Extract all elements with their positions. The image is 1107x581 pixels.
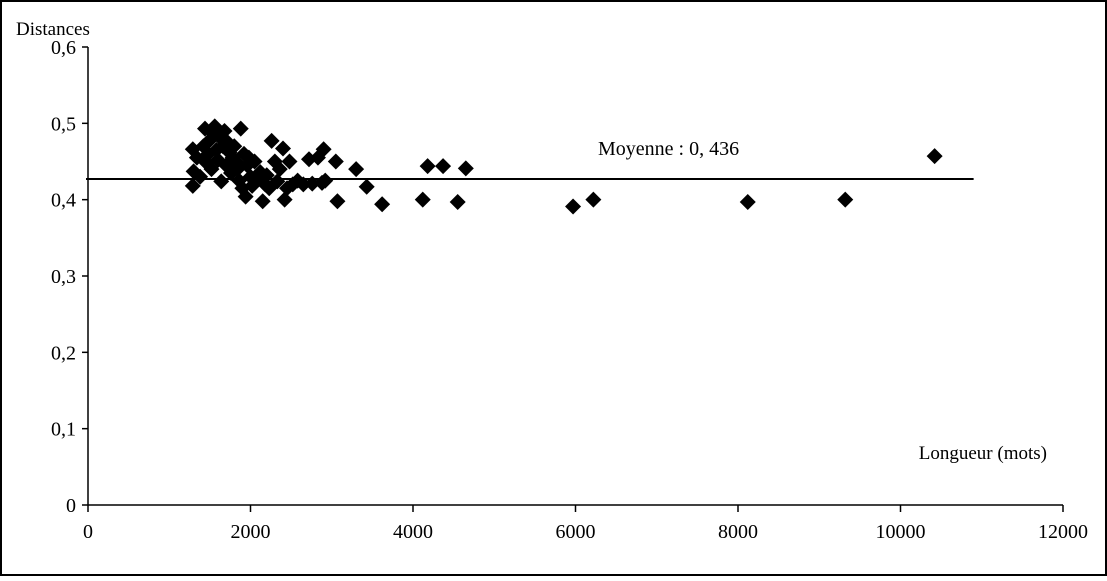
data-point-53 [295, 176, 312, 193]
points-layer [184, 118, 943, 215]
x-tick-label: 2000 [231, 521, 271, 543]
data-point-65 [414, 191, 431, 208]
y-tick-label: 0,5 [51, 113, 76, 135]
y-tick-label: 0,6 [51, 37, 76, 59]
data-point-64 [374, 196, 391, 213]
data-point-61 [329, 193, 346, 210]
data-point-63 [358, 178, 375, 195]
data-point-46 [271, 161, 288, 178]
data-point-28 [232, 120, 249, 137]
x-axis-title: Longueur (mots) [919, 443, 1047, 464]
data-point-36 [246, 153, 263, 170]
data-point-2 [184, 177, 201, 194]
data-point-24 [226, 138, 243, 155]
data-point-62 [348, 161, 365, 178]
x-tick-label: 4000 [393, 521, 433, 543]
data-point-59 [317, 172, 334, 189]
data-point-50 [281, 153, 298, 170]
data-point-47 [275, 140, 291, 157]
data-point-74 [926, 148, 943, 165]
data-point-60 [327, 153, 344, 170]
data-point-43 [263, 132, 280, 149]
x-tick-label: 6000 [556, 521, 596, 543]
x-tick-label: 8000 [718, 521, 758, 543]
data-point-71 [585, 191, 602, 208]
data-point-72 [739, 193, 756, 210]
data-point-39 [254, 193, 271, 210]
mean-line-label: Moyenne : 0, 436 [598, 138, 739, 160]
data-point-4 [192, 168, 209, 185]
y-tick-label: 0,2 [51, 342, 76, 364]
y-axis-title: Distances [16, 19, 90, 40]
data-point-69 [457, 160, 474, 177]
axes-layer: 0 0,1 0,2 0,3 0,4 0,5 0,6 0 2000 4000 6000 8000 1000… [51, 37, 1088, 543]
x-tick-label: 10000 [876, 521, 926, 543]
y-tick-label: 0 [66, 495, 76, 517]
data-point-18 [216, 122, 233, 139]
x-tick-label: 12000 [1038, 521, 1088, 543]
data-point-31 [237, 188, 254, 205]
data-point-70 [565, 198, 582, 215]
data-point-48 [276, 191, 293, 208]
data-point-12 [206, 118, 223, 135]
data-point-16 [213, 173, 230, 190]
data-point-67 [435, 158, 452, 175]
y-tick-label: 0,4 [51, 190, 76, 212]
data-point-66 [419, 158, 436, 175]
data-point-45 [269, 173, 286, 190]
data-point-58 [315, 141, 332, 158]
y-tick-label: 0,3 [51, 266, 76, 288]
y-tick-label: 0,1 [51, 419, 76, 441]
data-point-68 [449, 193, 466, 210]
mean-layer: Moyenne : 0, 436 [86, 138, 974, 181]
data-point-73 [837, 191, 854, 208]
x-tick-label: 0 [83, 521, 93, 543]
